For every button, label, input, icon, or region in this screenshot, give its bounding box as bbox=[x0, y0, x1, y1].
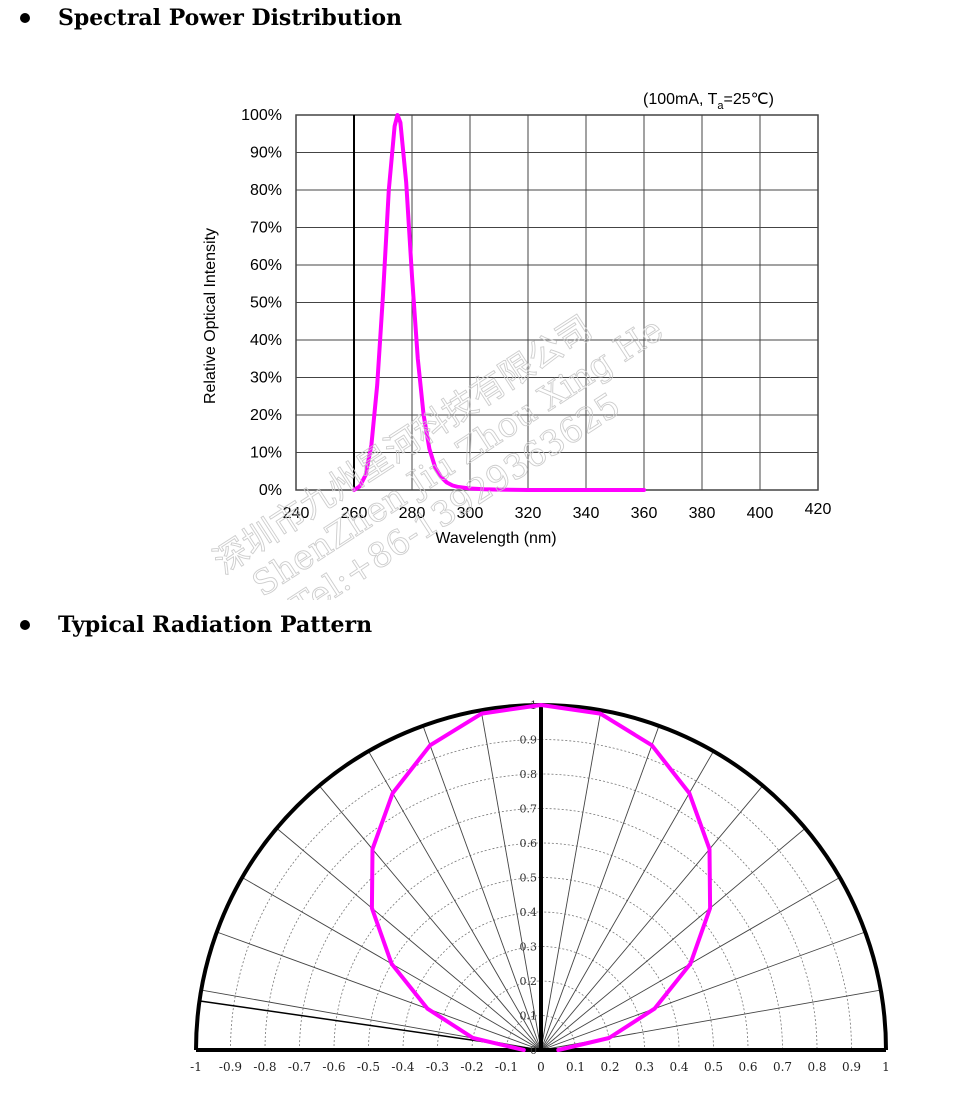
spectral-annotation: (100mA, Ta=25℃) bbox=[643, 91, 774, 112]
radiation-spoke bbox=[216, 931, 542, 1051]
spectral-y-tick-label: 20% bbox=[250, 407, 282, 424]
spectral-x-tick-label: 280 bbox=[399, 505, 426, 522]
radiation-frame bbox=[194, 703, 888, 1052]
spectral-y-tick-label: 40% bbox=[250, 332, 282, 349]
radiation-x-tick-label: 0.5 bbox=[704, 1060, 723, 1074]
radiation-x-tick-label: -0.3 bbox=[426, 1060, 449, 1074]
radiation-x-tick-label: -0.2 bbox=[460, 1060, 483, 1074]
spectral-y-tick-label: 0% bbox=[259, 482, 282, 499]
spectral-chart: 0% 10% 20% 30% 40% 50% 60% 70% 80% 90% 100% 240 260… bbox=[202, 91, 832, 600]
spectral-x-tick-label: 420 bbox=[805, 501, 832, 518]
radiation-spoke bbox=[540, 785, 764, 1051]
radiation-x-tick-label: -1 bbox=[190, 1060, 202, 1074]
bullet-icon bbox=[20, 620, 30, 630]
radiation-spoke bbox=[540, 725, 660, 1051]
bullet-icon bbox=[20, 13, 30, 23]
radiation-r-tick-label: 0.6 bbox=[520, 837, 538, 850]
spectral-curve-group bbox=[352, 113, 646, 492]
radiation-spoke bbox=[276, 827, 542, 1051]
radiation-x-tick-label: -0.4 bbox=[391, 1060, 415, 1074]
radiation-x-ticks: -1 -0.9 -0.8 -0.7 -0.6 -0.5 -0.4 -0.3 -0.2 -0.1 0 0… bbox=[190, 1060, 890, 1074]
radiation-x-tick-label: 0.1 bbox=[566, 1060, 585, 1074]
spectral-y-tick-label: 100% bbox=[241, 107, 282, 124]
radiation-x-tick-label: -0.7 bbox=[288, 1060, 311, 1074]
radiation-spoke bbox=[540, 827, 806, 1051]
radiation-x-tick-label: 0.3 bbox=[635, 1060, 654, 1074]
radiation-r-tick-label: 0.3 bbox=[520, 941, 538, 954]
radiation-r-tick-label: 0.5 bbox=[520, 872, 538, 885]
spectral-section-title: Spectral Power Distribution bbox=[58, 5, 402, 31]
radiation-section-title: Typical Radiation Pattern bbox=[58, 612, 373, 638]
radiation-r-tick-label: 0.1 bbox=[520, 1010, 538, 1023]
radiation-r-tick-label: 0.9 bbox=[520, 734, 538, 747]
radiation-spoke bbox=[540, 931, 866, 1051]
radiation-x-tick-label: 0.2 bbox=[600, 1060, 619, 1074]
radiation-spoke bbox=[480, 710, 542, 1051]
spectral-x-tick-label: 360 bbox=[631, 505, 658, 522]
spectral-x-tick-label: 320 bbox=[515, 505, 542, 522]
radiation-spoke bbox=[318, 785, 542, 1051]
radiation-x-tick-label: 0.4 bbox=[669, 1060, 688, 1074]
spectral-y-tick-label: 30% bbox=[250, 370, 282, 387]
spectral-curve bbox=[352, 113, 646, 492]
radiation-x-tick-label: 0.8 bbox=[807, 1060, 826, 1074]
spectral-x-axis-label: Wavelength (nm) bbox=[435, 530, 556, 547]
radiation-spoke bbox=[422, 725, 542, 1051]
radiation-r-tick-label: 0.7 bbox=[520, 803, 538, 816]
radiation-r-tick-label: 0.4 bbox=[520, 906, 538, 919]
radiation-x-tick-label: -0.6 bbox=[322, 1060, 345, 1074]
radiation-r-tick-label: 0.2 bbox=[520, 975, 538, 988]
radiation-x-tick-label: -0.1 bbox=[495, 1060, 518, 1074]
spectral-x-tick-label: 260 bbox=[341, 505, 368, 522]
spectral-x-tick-label: 400 bbox=[747, 505, 774, 522]
radiation-x-tick-label: 1 bbox=[882, 1060, 890, 1074]
spectral-y-tick-label: 50% bbox=[250, 295, 282, 312]
radiation-curve-group bbox=[369, 703, 713, 1052]
radiation-x-tick-label: 0 bbox=[537, 1060, 545, 1074]
radiation-spoke bbox=[540, 750, 714, 1051]
spectral-y-tick-label: 80% bbox=[250, 182, 282, 199]
spectral-y-ticks: 0% 10% 20% 30% 40% 50% 60% 70% 80% 90% 100% bbox=[241, 107, 282, 499]
spectral-y-tick-label: 10% bbox=[250, 445, 282, 462]
spectral-x-tick-label: 380 bbox=[689, 505, 716, 522]
radiation-x-tick-label: 0.6 bbox=[738, 1060, 757, 1074]
spectral-section-header: Spectral Power Distribution bbox=[20, 5, 402, 31]
radiation-curve bbox=[369, 703, 713, 1052]
radiation-r-tick-label: 0 bbox=[530, 1044, 537, 1057]
radiation-spoke bbox=[540, 710, 602, 1051]
radiation-ring bbox=[437, 946, 645, 1051]
radiation-x-tick-label: -0.9 bbox=[219, 1060, 242, 1074]
radiation-x-tick-label: 0.7 bbox=[773, 1060, 792, 1074]
radiation-x-tick-label: 0.9 bbox=[842, 1060, 861, 1074]
spectral-x-tick-label: 240 bbox=[283, 505, 310, 522]
spectral-y-tick-label: 70% bbox=[250, 220, 282, 237]
spectral-x-tick-label: 300 bbox=[457, 505, 484, 522]
radiation-r-ticks: 00.10.20.30.40.50.60.70.80.91 bbox=[520, 699, 538, 1057]
spectral-y-tick-label: 60% bbox=[250, 257, 282, 274]
spectral-x-tick-label: 340 bbox=[573, 505, 600, 522]
radiation-r-tick-label: 0.8 bbox=[520, 768, 538, 781]
radiation-section-header: Typical Radiation Pattern bbox=[20, 612, 372, 638]
spectral-y-tick-label: 90% bbox=[250, 145, 282, 162]
spectral-x-ticks: 240 260 280 300 320 340 360 380 400 420 bbox=[283, 501, 832, 522]
radiation-x-tick-label: -0.8 bbox=[253, 1060, 276, 1074]
radiation-ring bbox=[299, 808, 783, 1051]
spectral-y-axis-label: Relative Optical Intensity bbox=[202, 228, 219, 404]
radiation-spoke bbox=[368, 750, 542, 1051]
radiation-x-tick-label: -0.5 bbox=[357, 1060, 380, 1074]
radiation-ring bbox=[230, 739, 852, 1051]
radiation-ring bbox=[506, 1015, 576, 1051]
